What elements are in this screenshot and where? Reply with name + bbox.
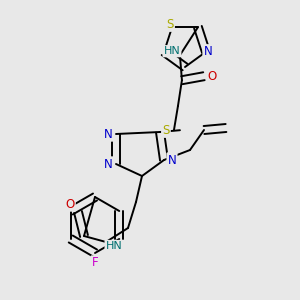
Text: N: N xyxy=(103,128,112,140)
Text: HN: HN xyxy=(164,46,180,56)
Text: N: N xyxy=(168,154,176,166)
Text: N: N xyxy=(103,158,112,170)
Text: O: O xyxy=(65,197,75,211)
Text: S: S xyxy=(167,18,174,31)
Text: N: N xyxy=(203,45,212,58)
Text: F: F xyxy=(92,256,98,269)
Text: HN: HN xyxy=(106,241,122,251)
Text: S: S xyxy=(162,124,169,137)
Text: O: O xyxy=(207,70,217,83)
